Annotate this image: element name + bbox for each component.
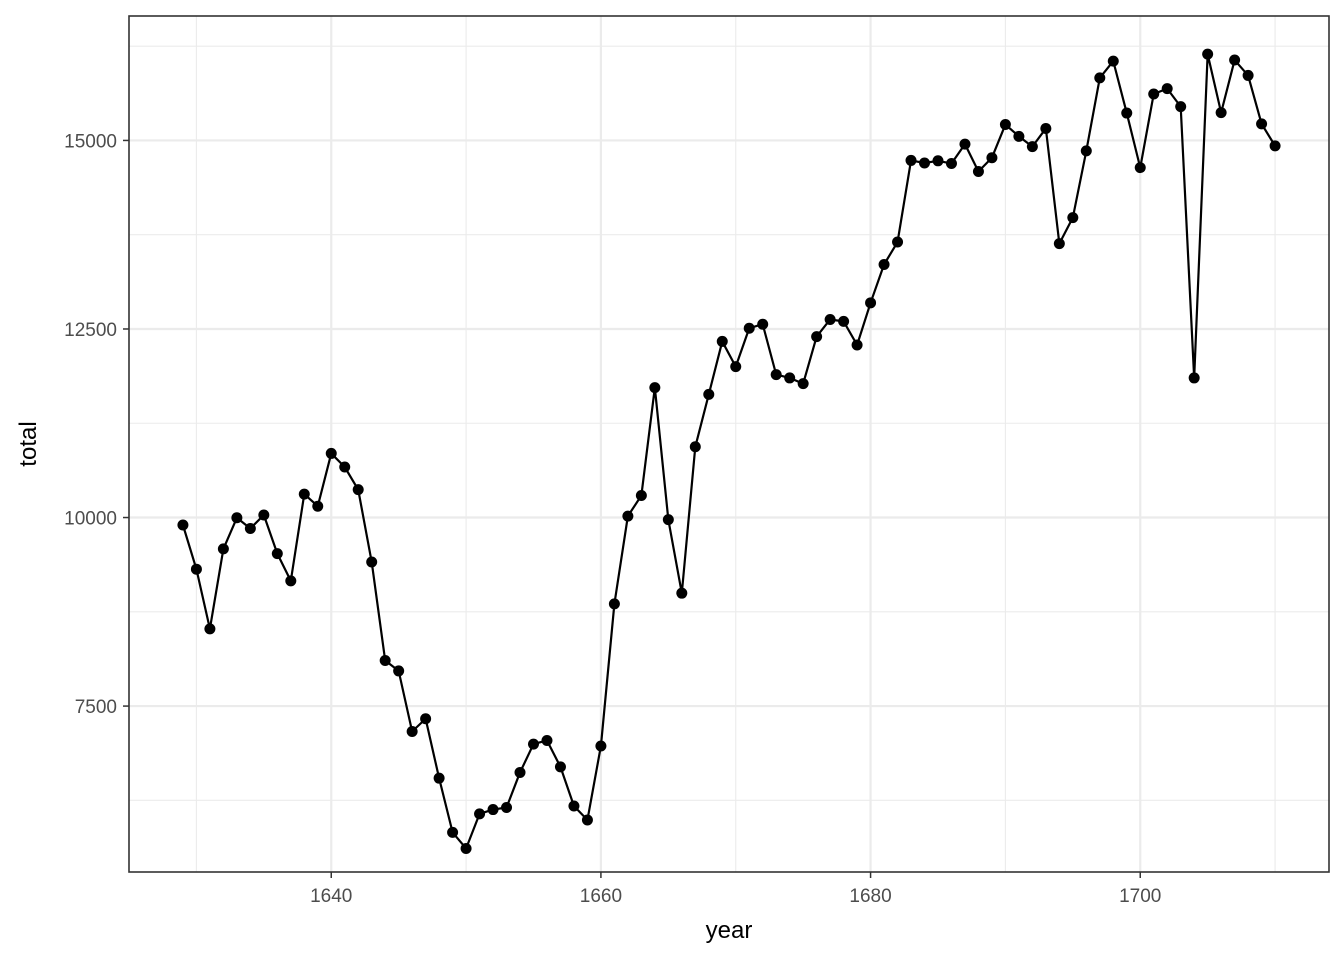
data-point [1256,118,1268,130]
data-point [1080,145,1092,157]
data-point [339,461,351,473]
data-point [460,842,472,854]
data-point [1134,162,1146,174]
data-point [1242,69,1254,81]
data-point [1067,212,1079,224]
data-point [797,378,809,390]
data-point [945,158,957,170]
data-point [352,484,364,496]
data-point [865,297,877,309]
data-point [406,726,418,737]
data-point [986,152,998,164]
data-point [1053,238,1065,250]
series-line [181,52,1277,850]
x-tick-label: 1680 [849,886,891,907]
data-point [1269,140,1281,152]
data-point [1107,55,1119,67]
data-point [285,575,297,587]
data-point [622,510,634,522]
data-point [1121,107,1133,119]
data-point [501,802,513,814]
data-point [838,315,850,327]
data-point [608,598,620,610]
x-axis-title: year [706,917,753,944]
data-point [581,814,593,826]
data-point [851,339,863,351]
data-point [420,713,432,725]
data-point [919,157,931,169]
data-point [217,543,229,555]
data-point [298,488,310,500]
data-point [204,623,216,635]
data-point [1175,101,1187,113]
data-point [892,236,904,248]
data-points [177,48,1281,854]
data-point [662,514,674,526]
x-tick-label: 1660 [580,886,622,907]
data-point [1094,72,1106,84]
data-point [271,548,283,560]
data-point [177,519,189,531]
data-point [716,335,728,347]
data-point [258,509,270,521]
data-point [379,655,391,667]
x-tick-label: 1700 [1119,886,1161,907]
data-point [878,259,890,270]
data-point [366,556,378,568]
data-point [905,154,917,166]
data-point [514,766,526,778]
data-point [1026,141,1038,153]
data-point [959,138,971,150]
data-point [325,447,337,459]
data-point [811,331,823,343]
y-tick-label: 12500 [64,320,117,341]
data-point [703,388,715,400]
data-point [231,512,243,524]
data-point [433,772,445,784]
data-point [1148,88,1160,100]
data-point [784,372,796,384]
data-point [649,382,661,394]
data-point [757,318,769,330]
data-point [527,738,539,750]
data-point [1202,48,1214,60]
data-point [312,500,324,512]
panel-background [129,16,1329,872]
data-point [676,587,688,599]
data-point [770,369,782,381]
data-point [1161,83,1173,95]
x-tick-label: 1640 [310,886,352,907]
data-point [1229,54,1241,66]
data-point [474,808,486,820]
data-point [730,361,742,373]
axis-ticks: 1640 1660 1680 1700 7500 10000 12500 15000 [64,131,1161,907]
data-point [1188,372,1200,384]
y-tick-label: 7500 [75,697,117,718]
data-point [1040,122,1052,134]
y-tick-label: 15000 [64,131,117,152]
data-point [824,313,836,325]
data-point [393,665,405,677]
data-point [554,761,566,773]
data-point [1013,130,1025,142]
data-point [743,322,755,334]
data-point [487,804,499,816]
data-point [595,740,607,752]
grid-lines [129,16,1329,872]
y-axis-title: total [15,421,42,466]
data-point [689,441,701,453]
data-point [568,800,580,812]
data-point [190,563,202,575]
data-point [999,119,1011,131]
data-point [1215,107,1227,119]
panel-border [128,15,1330,873]
data-point [447,826,459,838]
data-point [635,490,647,502]
data-point [244,522,256,534]
data-point [541,734,553,746]
data-point [932,155,944,167]
y-tick-label: 10000 [64,509,117,530]
data-point [972,166,984,178]
